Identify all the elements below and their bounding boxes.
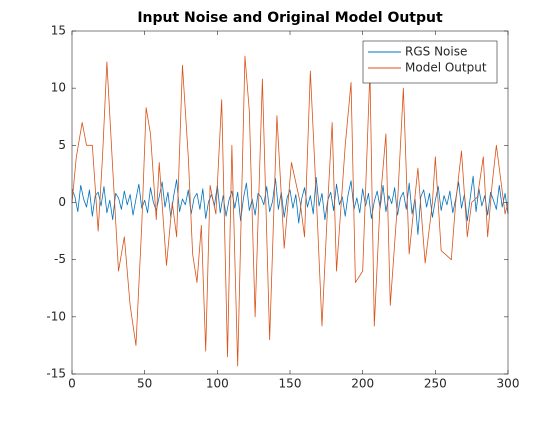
y-tick-label: -10 xyxy=(46,309,66,323)
x-tick-label: 0 xyxy=(68,377,76,391)
y-tick-label: -5 xyxy=(54,252,66,266)
data-line xyxy=(71,175,509,235)
y-tick-label: 5 xyxy=(58,138,66,152)
x-tick-label: 300 xyxy=(497,377,520,391)
legend: RGS Noise Model Output xyxy=(362,40,498,84)
legend-label: Model Output xyxy=(405,61,487,75)
y-tick-label: 0 xyxy=(58,195,66,209)
y-tick-label: -15 xyxy=(46,367,66,381)
x-tick-label: 250 xyxy=(424,377,447,391)
x-tick-label: 150 xyxy=(279,377,302,391)
data-line xyxy=(71,55,509,367)
y-tick-label: 15 xyxy=(51,24,66,38)
y-tick-label: 10 xyxy=(51,81,66,95)
x-tick-label: 200 xyxy=(351,377,374,391)
x-tick-label: 50 xyxy=(137,377,152,391)
legend-box xyxy=(362,40,498,84)
x-tick-label: 100 xyxy=(206,377,229,391)
legend-label: RGS Noise xyxy=(405,45,467,59)
chart-title: Input Noise and Original Model Output xyxy=(137,10,443,26)
